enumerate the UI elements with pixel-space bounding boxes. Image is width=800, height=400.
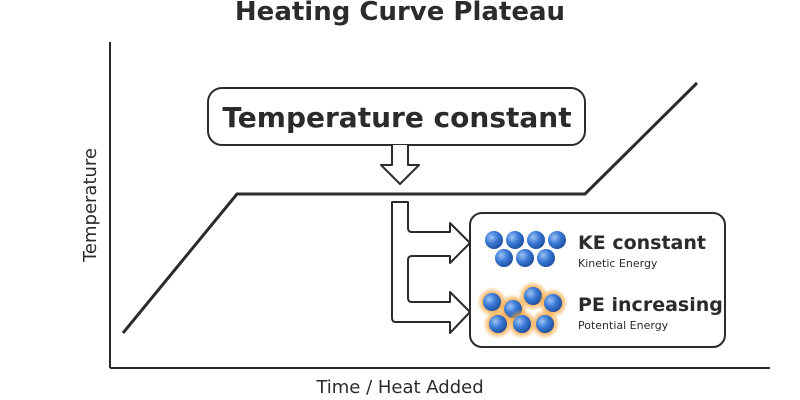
particle bbox=[536, 315, 554, 333]
ke-subtitle: Kinetic Energy bbox=[578, 257, 658, 270]
down-arrow-icon bbox=[380, 145, 420, 185]
ke-particles bbox=[485, 231, 566, 267]
particle bbox=[548, 231, 566, 249]
particle bbox=[527, 231, 545, 249]
heating-curve bbox=[121, 81, 699, 334]
particle bbox=[483, 293, 501, 311]
temperature-callout: Temperature constant bbox=[207, 87, 586, 146]
particle bbox=[495, 249, 513, 267]
ke-title: KE constant bbox=[578, 232, 706, 254]
particle bbox=[537, 249, 555, 267]
particle bbox=[544, 294, 562, 312]
particle bbox=[485, 231, 503, 249]
particle bbox=[516, 249, 534, 267]
particle bbox=[513, 315, 531, 333]
particle bbox=[489, 315, 507, 333]
pe-particles bbox=[477, 281, 568, 339]
y-axis-label: Temperature bbox=[80, 148, 101, 263]
particle bbox=[524, 287, 542, 305]
x-axis-label: Time / Heat Added bbox=[315, 377, 483, 398]
pe-subtitle: Potential Energy bbox=[578, 319, 669, 332]
title: Heating Curve Plateau bbox=[235, 0, 565, 27]
branch-arrows-icon bbox=[391, 201, 471, 334]
callout-text: Temperature constant bbox=[222, 101, 571, 134]
pe-title: PE increasing bbox=[578, 294, 723, 316]
particle bbox=[506, 231, 524, 249]
